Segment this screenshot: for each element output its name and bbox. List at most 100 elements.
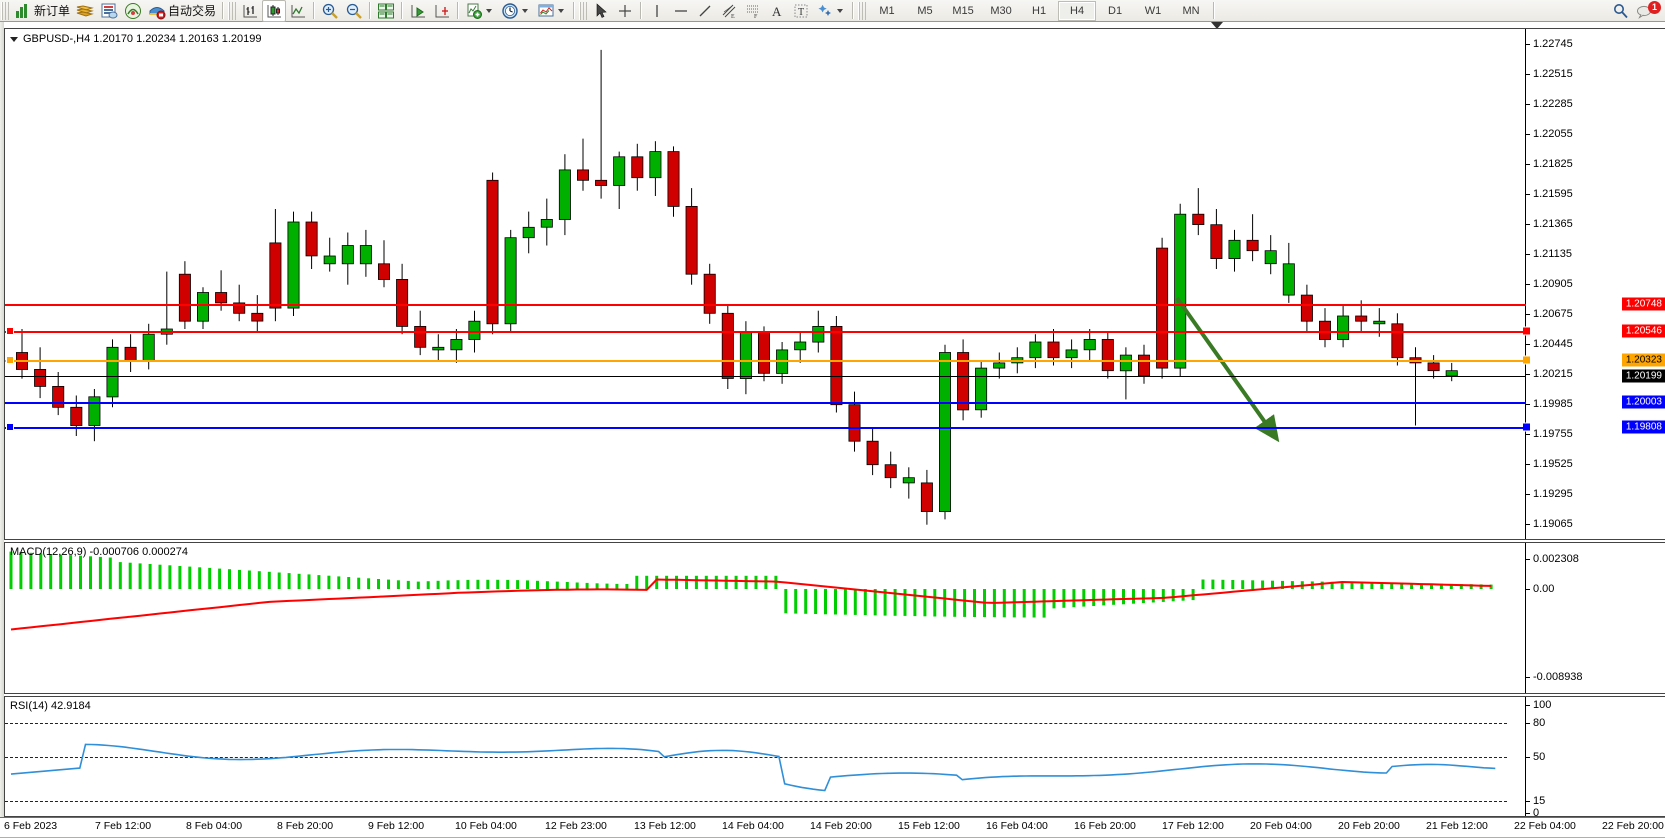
- macd-axis[interactable]: 0.002308 0.00 -0.008938: [1525, 543, 1665, 693]
- messages-badge-count: 1: [1648, 0, 1661, 14]
- price-pane[interactable]: GBPUSD-,H4 1.20170 1.20234 1.20163 1.201…: [4, 28, 1665, 540]
- level-line-pivot[interactable]: [5, 359, 1526, 362]
- price-tick: 1.19065: [1526, 518, 1573, 530]
- timeframe-button-m30[interactable]: M30: [990, 4, 1012, 17]
- crosshair-button[interactable]: [613, 0, 637, 22]
- timeframe-button-h1[interactable]: H1: [1032, 4, 1047, 17]
- add-indicator-button[interactable]: [462, 0, 498, 22]
- candlestick-series: [15, 49, 1458, 525]
- auto-scroll-icon: [411, 4, 426, 17]
- price-tag-support-lower[interactable]: 1.19808: [1621, 420, 1665, 434]
- level-line-resistance-lower[interactable]: [5, 330, 1526, 333]
- rsi-tick-50: 50: [1526, 751, 1545, 763]
- time-axis-label: 22 Feb 20:00: [1602, 820, 1664, 832]
- timeframe-button-m1[interactable]: M1: [879, 4, 895, 17]
- shapes-icon: [818, 4, 832, 16]
- horizontal-line-button[interactable]: [669, 0, 693, 22]
- price-tag-support-upper[interactable]: 1.20003: [1621, 395, 1665, 409]
- main-toolbar: 新订单: [0, 0, 1665, 22]
- data-window-button[interactable]: [73, 0, 97, 22]
- level-handle-support-lower[interactable]: [6, 423, 14, 432]
- bar-chart-button[interactable]: [238, 0, 262, 22]
- toolbar-grip-2[interactable]: [228, 1, 237, 20]
- candlestick-chart-button[interactable]: [262, 0, 287, 22]
- time-axis-label: 8 Feb 20:00: [277, 820, 334, 832]
- price-tag-pivot-level[interactable]: 1.20323: [1621, 353, 1665, 367]
- time-axis-label: 10 Feb 04:00: [455, 820, 517, 832]
- time-axis[interactable]: 6 Feb 2023 7 Feb 12:00 8 Feb 04:00 8 Feb 20…: [0, 818, 1665, 836]
- chart-area[interactable]: GBPUSD-,H4 1.20170 1.20234 1.20163 1.201…: [0, 22, 1665, 838]
- time-axis-top-border: [0, 817, 1665, 818]
- timeframe-button-w1[interactable]: W1: [1144, 4, 1162, 17]
- timeframe-button-m15[interactable]: M15: [952, 4, 974, 17]
- auto-scroll-button[interactable]: [406, 0, 430, 22]
- auto-trading-button[interactable]: 自动交易: [145, 0, 219, 22]
- price-tick: 1.20445: [1526, 338, 1573, 350]
- price-tag-resistance-lower[interactable]: 1.20546: [1621, 324, 1665, 338]
- search-button[interactable]: [1609, 0, 1633, 22]
- price-tick: 1.21595: [1526, 188, 1573, 200]
- toolbar-separator-3: [369, 2, 372, 19]
- new-order-label: 新订单: [34, 4, 71, 18]
- line-chart-icon: [291, 4, 306, 17]
- templates-caret-icon[interactable]: [558, 8, 565, 13]
- timeframe-button-mn[interactable]: MN: [1182, 4, 1200, 17]
- equidistant-channel-button[interactable]: E: [717, 0, 741, 22]
- vertical-line-button[interactable]: [645, 0, 669, 22]
- toolbar-grip[interactable]: [1, 1, 9, 20]
- zoom-in-button[interactable]: [318, 0, 342, 22]
- tile-windows-button[interactable]: [374, 0, 398, 22]
- price-tick: 1.19755: [1526, 428, 1573, 440]
- svg-text:A: A: [772, 4, 782, 19]
- zoom-out-button[interactable]: [342, 0, 366, 22]
- level-handle-pivot[interactable]: [6, 355, 14, 364]
- price-tick: 1.21135: [1526, 248, 1572, 260]
- shapes-caret-icon[interactable]: [837, 8, 844, 13]
- messages-button[interactable]: 1: [1633, 0, 1661, 21]
- text-label-button[interactable]: T: [789, 0, 813, 22]
- toolbar-grip-3[interactable]: [579, 1, 588, 20]
- time-axis-label: 13 Feb 12:00: [634, 820, 696, 832]
- shapes-button[interactable]: [813, 0, 849, 22]
- navigator-button[interactable]: [97, 0, 121, 22]
- level-line-support-lower[interactable]: [5, 427, 1526, 430]
- macd-tick-low: -0.008938: [1526, 671, 1583, 683]
- time-axis-label: 12 Feb 23:00: [545, 820, 607, 832]
- price-tag-resistance-upper[interactable]: 1.20748: [1621, 297, 1665, 311]
- line-chart-button[interactable]: [286, 0, 310, 22]
- templates-button[interactable]: [534, 0, 570, 22]
- cursor-button[interactable]: [589, 0, 613, 22]
- macd-pane[interactable]: MACD(12,26,9) -0.000706 0.000274 0.00230…: [4, 542, 1665, 694]
- horizontal-line-icon: [675, 9, 688, 12]
- tile-windows-icon: [378, 3, 395, 18]
- level-handle-resistance-lower[interactable]: [6, 326, 14, 335]
- chart-dropdown-icon[interactable]: [10, 36, 18, 42]
- level-line-support-upper[interactable]: [5, 401, 1526, 404]
- text-button[interactable]: A: [765, 0, 789, 22]
- level-line-resistance-upper[interactable]: [5, 304, 1526, 307]
- timeframe-button-d1[interactable]: D1: [1108, 4, 1123, 17]
- timeframe-button-m5[interactable]: M5: [917, 4, 933, 17]
- clock-icon: [502, 2, 518, 19]
- timeframe-button-h4[interactable]: H4: [1058, 0, 1097, 21]
- toolbar-grip-4[interactable]: [858, 1, 867, 20]
- time-axis-label: 6 Feb 2023: [4, 820, 58, 832]
- add-indicator-caret-icon[interactable]: [486, 8, 493, 13]
- chart-shift-marker[interactable]: [1211, 22, 1223, 29]
- period-caret-icon[interactable]: [522, 8, 529, 13]
- fibonacci-button[interactable]: F: [741, 0, 765, 22]
- period-button[interactable]: [498, 0, 534, 22]
- chart-shift-button[interactable]: [430, 0, 454, 22]
- signals-button[interactable]: [121, 0, 145, 22]
- rsi-pane[interactable]: RSI(14) 42.9184 100 80 50 15 0: [4, 696, 1665, 819]
- rsi-axis[interactable]: 100 80 50 15 0: [1525, 697, 1665, 819]
- trendline-button[interactable]: [693, 0, 717, 22]
- signal-icon: [125, 2, 142, 19]
- time-axis-label: 7 Feb 12:00: [95, 820, 152, 832]
- candlestick-icon: [267, 4, 282, 17]
- price-axis[interactable]: 1.22745 1.22515 1.22285 1.22055 1.21825 1.215…: [1522, 29, 1665, 539]
- price-tag-current-price[interactable]: 1.20199: [1621, 369, 1665, 383]
- price-tick: 1.19525: [1526, 458, 1573, 470]
- new-order-button[interactable]: 新订单: [11, 0, 73, 22]
- add-indicator-icon: [467, 3, 483, 19]
